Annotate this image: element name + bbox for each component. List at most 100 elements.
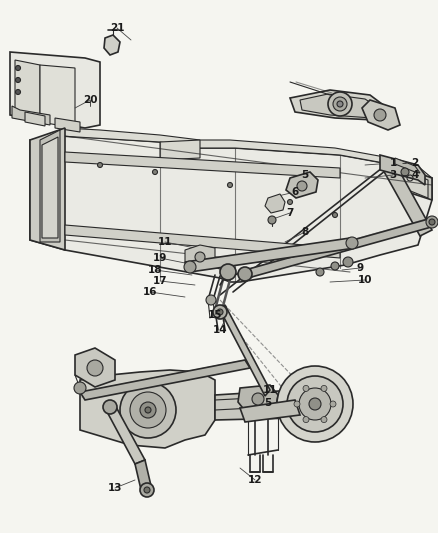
Polygon shape [40, 65, 75, 128]
Circle shape [145, 407, 151, 413]
Polygon shape [160, 140, 200, 160]
Circle shape [252, 393, 264, 405]
Circle shape [303, 385, 309, 391]
Circle shape [217, 309, 223, 315]
Circle shape [328, 92, 352, 116]
Polygon shape [382, 163, 432, 236]
Circle shape [297, 181, 307, 191]
Polygon shape [10, 52, 100, 128]
Polygon shape [185, 238, 355, 272]
Polygon shape [105, 405, 145, 464]
Circle shape [346, 237, 358, 249]
Circle shape [220, 264, 236, 280]
Text: 1: 1 [389, 158, 397, 168]
Circle shape [337, 101, 343, 107]
Circle shape [277, 366, 353, 442]
Circle shape [333, 97, 347, 111]
Text: 20: 20 [83, 95, 97, 105]
Circle shape [374, 109, 386, 121]
Polygon shape [135, 460, 152, 494]
Polygon shape [290, 90, 390, 120]
Polygon shape [265, 194, 285, 213]
Text: –: – [401, 170, 406, 180]
Circle shape [429, 219, 435, 225]
Text: 4: 4 [411, 170, 419, 180]
Polygon shape [395, 158, 420, 173]
Polygon shape [104, 35, 120, 55]
Circle shape [15, 90, 21, 94]
Polygon shape [15, 60, 40, 122]
Polygon shape [40, 130, 60, 242]
Text: 5: 5 [301, 170, 309, 180]
Text: 3: 3 [389, 170, 397, 180]
Polygon shape [55, 118, 80, 132]
Circle shape [330, 401, 336, 407]
Circle shape [103, 400, 117, 414]
Circle shape [321, 385, 327, 391]
Circle shape [227, 182, 233, 188]
Polygon shape [286, 172, 318, 198]
Polygon shape [240, 400, 300, 422]
Text: 15: 15 [208, 310, 222, 320]
Circle shape [130, 392, 166, 428]
Circle shape [195, 252, 205, 262]
Circle shape [15, 66, 21, 70]
Text: 7: 7 [286, 208, 294, 218]
Text: 11: 11 [263, 385, 277, 395]
Polygon shape [80, 360, 250, 400]
Circle shape [299, 388, 331, 420]
Polygon shape [185, 245, 215, 268]
Circle shape [343, 257, 353, 267]
Circle shape [287, 376, 343, 432]
Polygon shape [398, 168, 428, 198]
Circle shape [98, 163, 102, 167]
Text: 17: 17 [153, 276, 167, 286]
Circle shape [309, 398, 321, 410]
Circle shape [316, 268, 324, 276]
Text: 14: 14 [213, 325, 227, 335]
Circle shape [238, 267, 252, 281]
Polygon shape [12, 106, 50, 125]
Text: 11: 11 [158, 237, 172, 247]
Polygon shape [30, 128, 65, 250]
Text: 16: 16 [143, 287, 157, 297]
Circle shape [74, 382, 86, 394]
Text: 13: 13 [108, 483, 122, 493]
Polygon shape [220, 305, 270, 396]
Circle shape [332, 213, 338, 217]
Circle shape [303, 417, 309, 423]
Text: 12: 12 [248, 475, 262, 485]
Polygon shape [42, 137, 58, 238]
Text: 19: 19 [153, 253, 167, 263]
Circle shape [287, 199, 293, 205]
Polygon shape [75, 348, 115, 387]
Polygon shape [238, 385, 278, 412]
Text: 8: 8 [301, 227, 309, 237]
Polygon shape [362, 100, 400, 130]
Polygon shape [65, 152, 340, 178]
Polygon shape [380, 155, 425, 185]
Polygon shape [245, 218, 435, 278]
Polygon shape [395, 165, 432, 200]
Circle shape [294, 401, 300, 407]
Circle shape [15, 77, 21, 83]
Polygon shape [25, 112, 45, 126]
Circle shape [140, 483, 154, 497]
Circle shape [331, 262, 339, 270]
Circle shape [140, 402, 156, 418]
Polygon shape [300, 94, 385, 118]
Circle shape [206, 295, 216, 305]
Text: 6: 6 [291, 187, 299, 197]
Polygon shape [60, 128, 432, 178]
Text: 9: 9 [357, 263, 364, 273]
Circle shape [268, 216, 276, 224]
Text: 2: 2 [411, 158, 419, 168]
Circle shape [401, 168, 409, 176]
Text: 10: 10 [358, 275, 372, 285]
Circle shape [213, 305, 227, 319]
Text: 5: 5 [265, 398, 272, 408]
Circle shape [426, 216, 438, 228]
Circle shape [184, 261, 196, 273]
Polygon shape [30, 136, 432, 282]
Text: –: – [401, 158, 406, 168]
